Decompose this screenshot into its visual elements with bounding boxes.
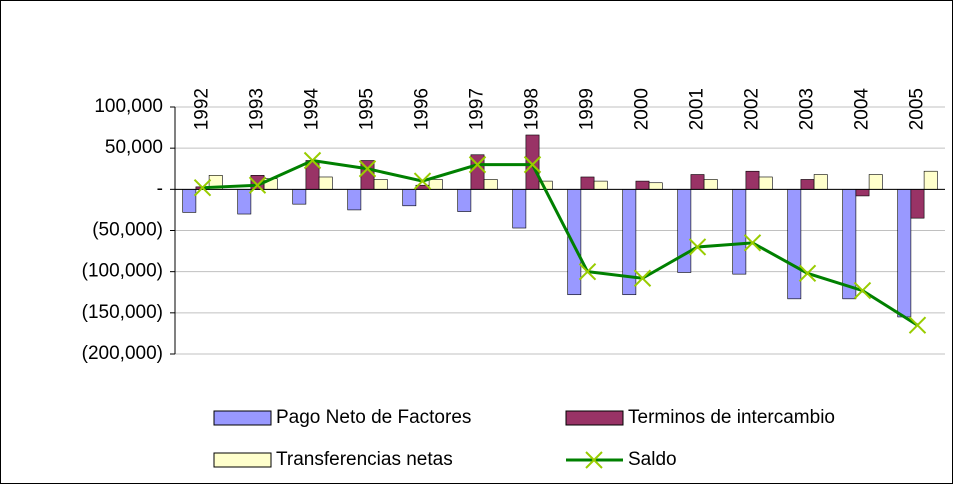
line-marker (523, 155, 542, 174)
marker-stroke (743, 234, 762, 252)
bar (483, 179, 498, 190)
bar (457, 189, 472, 212)
bar (525, 134, 540, 190)
marker-stroke (248, 176, 267, 194)
bar (690, 174, 705, 190)
bar (745, 170, 760, 190)
marker-stroke (585, 451, 603, 469)
x-tick-label: 1993 (247, 88, 268, 130)
line-marker (413, 172, 432, 190)
bar (787, 189, 802, 300)
line-marker (633, 269, 652, 287)
x-tick-label: 1997 (467, 88, 488, 130)
x-tick-label: 1996 (412, 88, 433, 130)
x-tick-label: 1998 (522, 88, 543, 130)
bar (732, 189, 747, 275)
marker-stroke (523, 155, 542, 174)
legend-label: Transferencias netas (276, 449, 453, 470)
bar (593, 180, 608, 190)
bar (237, 189, 252, 215)
marker-stroke (688, 238, 707, 256)
bar (580, 176, 595, 190)
marker-stroke (413, 172, 432, 190)
marker-stroke (578, 262, 597, 281)
marker-stroke (468, 155, 487, 174)
bar (855, 189, 870, 197)
legend-label: Pago Neto de Factores (276, 407, 471, 428)
x-tick-label: 1992 (192, 88, 213, 130)
bar (800, 179, 815, 190)
bar (622, 189, 637, 296)
bar (813, 174, 828, 190)
bar (347, 189, 362, 211)
bar (635, 180, 650, 190)
bar (182, 189, 197, 213)
x-tick-label: 2000 (632, 88, 653, 130)
bar (897, 189, 912, 318)
bar (648, 182, 663, 190)
bar (373, 179, 388, 190)
legend-marker (585, 451, 603, 469)
line-marker (358, 160, 377, 178)
legend-label: Terminos de intercambio (628, 407, 835, 428)
bar (923, 170, 938, 190)
bar (292, 189, 307, 205)
marker-stroke (358, 160, 377, 178)
y-tick-label: (150,000) (82, 302, 163, 323)
marker-stroke (908, 316, 927, 334)
line-marker (908, 316, 927, 334)
line-marker (798, 264, 817, 283)
x-tick-label: 2001 (687, 88, 708, 130)
x-tick-label: 2004 (852, 88, 873, 131)
line-marker (743, 234, 762, 252)
bar (677, 189, 692, 273)
bar (428, 179, 443, 190)
x-tick-label: 1994 (302, 88, 323, 131)
y-tick-label: 100,000 (94, 96, 163, 117)
line (202, 158, 919, 327)
legend-swatch (565, 410, 624, 426)
line-marker (303, 151, 322, 170)
y-tick-label: (50,000) (92, 220, 163, 241)
bar (512, 189, 527, 229)
y-tick-label: 50,000 (105, 137, 163, 158)
legend-label: Saldo (628, 449, 677, 470)
marker-stroke (303, 151, 322, 170)
x-tick-label: 1995 (357, 88, 378, 130)
legend-swatch (213, 410, 272, 426)
line-marker (853, 281, 872, 300)
x-tick-label: 2002 (742, 88, 763, 130)
marker-stroke (193, 178, 212, 197)
y-tick-label: (100,000) (82, 261, 163, 282)
legend-swatch (213, 452, 272, 468)
bar (842, 189, 857, 300)
line-marker (468, 155, 487, 174)
marker-stroke (633, 269, 652, 287)
marker-stroke (853, 281, 872, 300)
line-marker (193, 178, 212, 197)
bar (910, 189, 925, 219)
bar (703, 179, 718, 190)
x-tick-label: 2003 (797, 88, 818, 130)
marker-stroke (798, 264, 817, 283)
y-tick-label: - (157, 178, 163, 199)
y-tick-label: (200,000) (82, 343, 163, 364)
line-marker (688, 238, 707, 256)
line-marker (248, 176, 267, 194)
bar (868, 174, 883, 190)
bar (758, 176, 773, 190)
bar (402, 189, 417, 207)
bar (318, 176, 333, 190)
line-marker (578, 262, 597, 281)
x-tick-label: 1999 (577, 88, 598, 130)
x-tick-label: 2005 (907, 88, 928, 130)
